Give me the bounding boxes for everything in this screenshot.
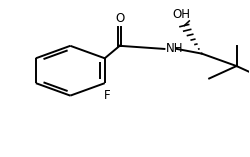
Text: F: F: [104, 89, 110, 102]
Text: O: O: [115, 12, 124, 25]
Text: NH: NH: [166, 42, 183, 55]
Text: OH: OH: [173, 8, 191, 21]
